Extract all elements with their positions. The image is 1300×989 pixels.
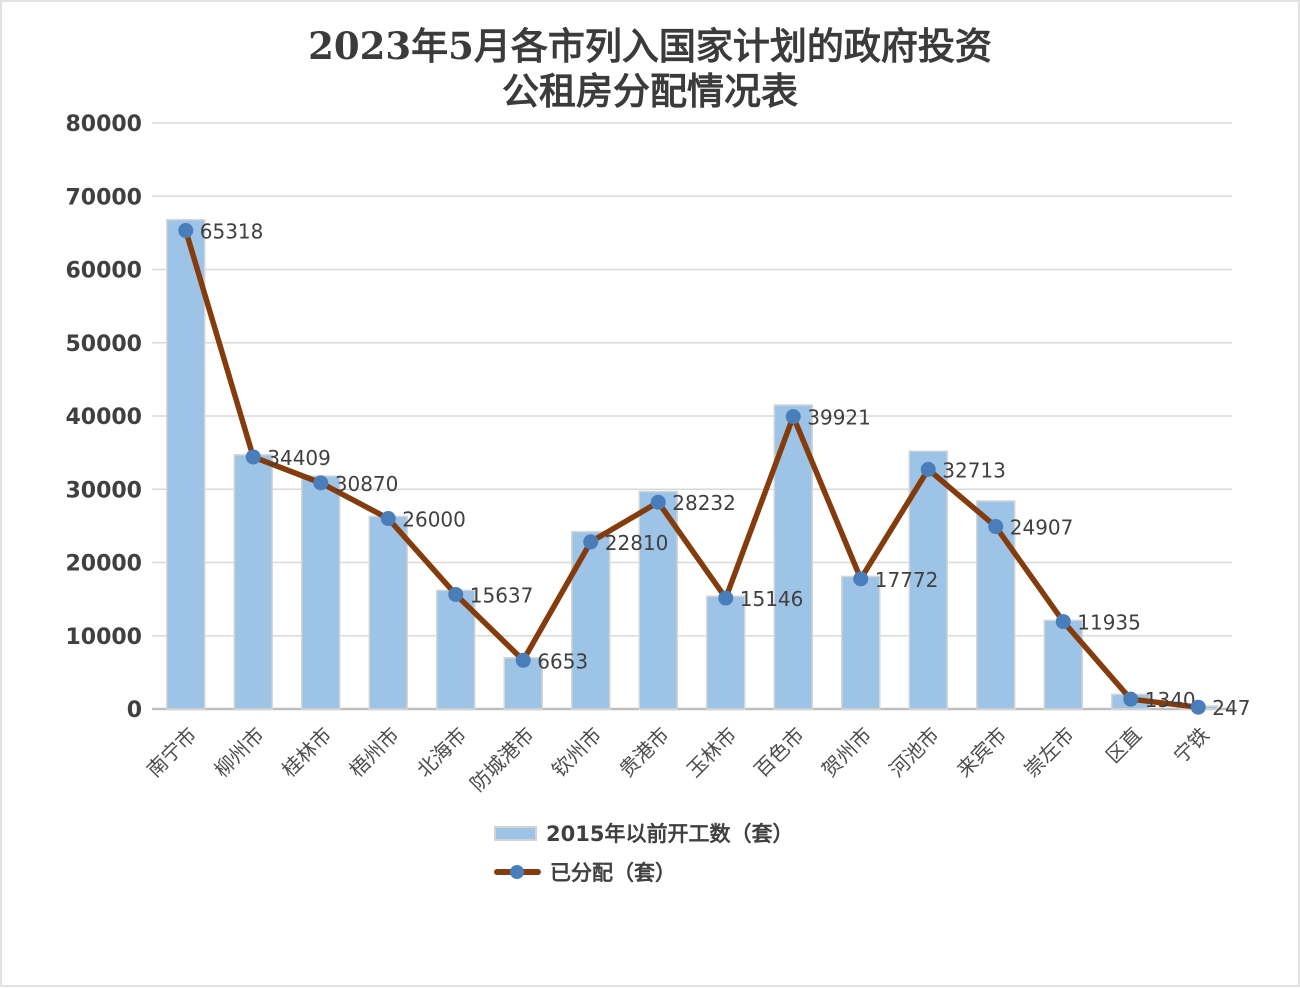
line-marker-梧州市 [380, 511, 396, 527]
line-marker-贺州市 [853, 571, 869, 587]
line-marker-防城港市 [515, 652, 531, 668]
bar-来宾市 [976, 500, 1016, 710]
bar-钦州市 [571, 530, 611, 710]
bar-河池市 [908, 450, 948, 710]
x-axis-label-宁铁: 宁铁 [1169, 723, 1214, 768]
bar-玉林市 [706, 595, 746, 710]
chart-title: 2023年5月各市列入国家计划的政府投资 公租房分配情况表 [2, 24, 1298, 114]
data-label-柳州市: 34409 [267, 446, 331, 470]
line-marker-柳州市 [245, 449, 261, 465]
bar-桂林市 [301, 475, 341, 710]
data-label-宁铁: 247 [1212, 696, 1250, 720]
data-label-玉林市: 15146 [740, 587, 804, 611]
x-axis-label-贺州市: 贺州市 [817, 723, 876, 782]
line-marker-贵港市 [650, 494, 666, 510]
data-label-百色市: 39921 [807, 406, 871, 430]
line-marker-崇左市 [1055, 614, 1071, 630]
data-label-崇左市: 11935 [1077, 611, 1141, 635]
data-label-贺州市: 17772 [875, 568, 939, 592]
line-marker-玉林市 [718, 590, 734, 606]
y-axis-tick-label: 0 [127, 698, 142, 723]
y-axis-tick-label: 30000 [65, 478, 142, 503]
y-axis-tick-label: 20000 [65, 552, 142, 577]
line-marker-百色市 [785, 409, 801, 425]
x-axis-label-桂林市: 桂林市 [277, 723, 336, 782]
x-axis-label-崇左市: 崇左市 [1019, 723, 1078, 782]
line-series-swatch-icon [494, 865, 541, 879]
x-axis-label-贵港市: 贵港市 [614, 723, 673, 782]
line-series [183, 227, 1201, 710]
x-axis-label-柳州市: 柳州市 [209, 723, 268, 782]
data-label-来宾市: 24907 [1010, 516, 1074, 540]
data-label-防城港市: 6653 [537, 649, 588, 673]
bar-柳州市 [233, 454, 273, 710]
x-axis-label-南宁市: 南宁市 [142, 723, 201, 782]
bar-贵港市 [638, 490, 678, 710]
bar-贺州市 [841, 575, 881, 710]
line-marker-桂林市 [313, 475, 329, 491]
legend-bar-series-label: 2015年以前开工数（套） [546, 822, 794, 846]
chart-title-line2: 公租房分配情况表 [502, 69, 798, 114]
x-axis-label-北海市: 北海市 [412, 723, 471, 782]
y-axis-tick-label: 60000 [65, 259, 142, 284]
line-marker-宁铁 [1190, 699, 1206, 715]
legend-item-line-series: 已分配（套） [494, 857, 793, 887]
legend-line-series-label: 已分配（套） [550, 861, 676, 885]
x-axis-label-玉林市: 玉林市 [682, 723, 741, 782]
line-marker-河池市 [920, 461, 936, 477]
chart-title-line1: 2023年5月各市列入国家计划的政府投资 [308, 24, 992, 68]
line-marker-北海市 [448, 586, 464, 602]
y-axis-tick-label: 40000 [65, 405, 142, 430]
line-marker-来宾市 [988, 519, 1004, 535]
data-label-钦州市: 22810 [605, 531, 669, 555]
bar-梧州市 [368, 515, 408, 710]
y-axis-tick-label: 10000 [65, 625, 142, 650]
data-label-区直: 1340 [1145, 688, 1196, 712]
line-marker-南宁市 [178, 223, 194, 239]
y-axis-tick-label: 50000 [65, 332, 142, 357]
line-marker-区直 [1123, 691, 1139, 707]
data-label-梧州市: 26000 [402, 508, 466, 532]
bar-南宁市 [166, 218, 206, 710]
data-label-河池市: 32713 [942, 458, 1006, 482]
y-axis-tick-label: 80000 [65, 112, 142, 137]
x-axis-label-河池市: 河池市 [884, 723, 943, 782]
data-label-南宁市: 65318 [200, 220, 264, 244]
x-axis-label-梧州市: 梧州市 [344, 723, 403, 782]
data-label-贵港市: 28232 [672, 491, 736, 515]
legend-item-bar-series: 2015年以前开工数（套） [494, 818, 793, 848]
data-label-北海市: 15637 [470, 583, 534, 607]
x-axis-label-钦州市: 钦州市 [547, 723, 606, 782]
line-marker-钦州市 [583, 534, 599, 550]
x-axis-label-区直: 区直 [1101, 723, 1146, 768]
line-marker-icon [510, 865, 524, 879]
chart-legend: 2015年以前开工数（套） 已分配（套） [494, 818, 793, 887]
data-label-桂林市: 30870 [335, 472, 399, 496]
y-axis-tick-label: 70000 [65, 185, 142, 210]
x-axis-label-百色市: 百色市 [749, 723, 808, 782]
x-axis-label-来宾市: 来宾市 [952, 723, 1011, 782]
x-axis-label-防城港市: 防城港市 [465, 723, 539, 797]
bar-series-swatch-icon [494, 825, 537, 841]
